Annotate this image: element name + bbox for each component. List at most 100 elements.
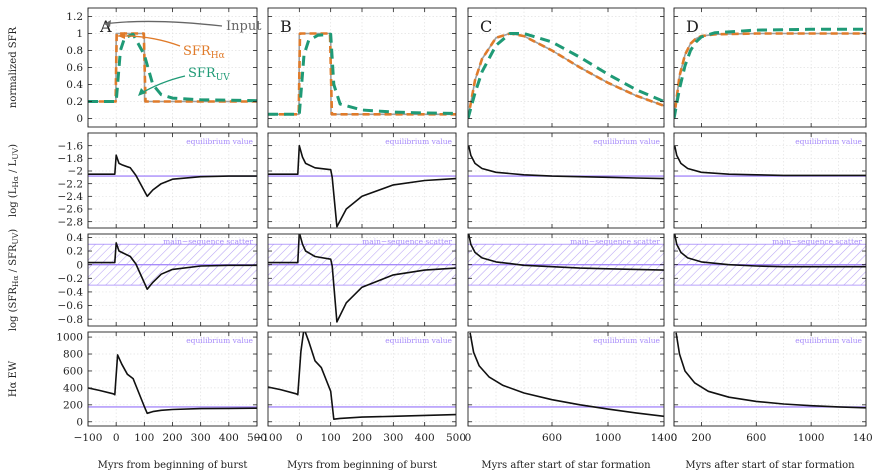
- series-ratio: [88, 154, 257, 198]
- series-sfr-ha: [674, 32, 866, 119]
- ylabel-part: ): [8, 229, 19, 233]
- plot-area: [88, 154, 257, 198]
- ytick-label: −2.6: [58, 204, 84, 216]
- series-ratio: [88, 242, 257, 290]
- xtick-label: 1400: [651, 432, 678, 444]
- series-sfr-ha: [468, 32, 664, 119]
- series-sfr-uv: [268, 32, 456, 116]
- equilibrium-label: equilibrium value: [186, 336, 253, 345]
- ytick-label: −0.6: [58, 300, 84, 312]
- equilibrium-label: equilibrium value: [385, 137, 452, 146]
- ytick-label: 0: [76, 259, 83, 271]
- ytick-label: −1.6: [58, 140, 84, 152]
- panel-B-row-2: equilibrium value: [267, 132, 457, 229]
- plot-area: [268, 332, 456, 420]
- xtick-label: 600: [746, 432, 766, 444]
- ytick-label: 600: [63, 366, 83, 378]
- equilibrium-label: equilibrium value: [186, 137, 253, 146]
- axes-frame: [673, 233, 867, 327]
- series-ew: [88, 354, 257, 415]
- legend-sfr-uv-subscript: UV: [216, 73, 231, 83]
- panel-A-row-1: 00.20.40.60.811.2 A: [66, 7, 258, 128]
- column-xlabel: Myrs after start of star formation: [685, 460, 855, 471]
- axes-frame: [673, 132, 867, 229]
- xtick-label: 400: [415, 432, 435, 444]
- xtick-label: 0: [671, 432, 678, 444]
- plot-area: [674, 27, 866, 119]
- ylabel-subscript: Hα: [11, 276, 20, 288]
- ms-scatter-label: main−sequence scatter: [570, 237, 660, 246]
- plot-area: [674, 145, 866, 177]
- legend-sfr-ha-arrow: [117, 35, 181, 47]
- ylabel-subscript: UV: [11, 147, 20, 159]
- xtick-label: 1000: [798, 432, 825, 444]
- plot-area: [468, 332, 664, 418]
- equilibrium-label: equilibrium value: [795, 336, 862, 345]
- panel-A-row-2: −2.8−2.6−2.4−2.2−2−1.8−1.6 equilibrium va…: [58, 132, 258, 229]
- row-ylabel: normalized SFR: [8, 26, 19, 108]
- ytick-label: 1.2: [66, 11, 83, 23]
- legend-sfr-ha-arrowhead: [118, 32, 125, 39]
- ytick-label: 1: [76, 28, 83, 40]
- ms-scatter-label: main−sequence scatter: [362, 237, 452, 246]
- xtick-label: 500: [446, 432, 466, 444]
- panel-B-row-3: main−sequence scatter: [267, 233, 457, 327]
- legend-sfr-ha-text: SFR: [183, 44, 212, 59]
- plot-area: [468, 234, 664, 286]
- legend-sfr-ha-label: SFRHα: [183, 44, 225, 61]
- ytick-label: 0: [76, 113, 83, 125]
- plot-area: [88, 354, 257, 415]
- xtick-label: −100: [254, 432, 283, 444]
- series-ratio: [674, 234, 866, 268]
- column-xlabel: Myrs from beginning of burst: [98, 460, 248, 471]
- xtick-label: 600: [542, 432, 562, 444]
- legend-sfr-uv-text: SFR: [188, 66, 217, 81]
- xtick-label: 500: [247, 432, 267, 444]
- series-sfr-ha: [268, 32, 456, 116]
- panel-letter: D: [686, 17, 699, 36]
- series-sfr-uv: [468, 32, 664, 119]
- xtick-label: 300: [191, 432, 211, 444]
- legend-sfr-uv-arrowhead: [138, 88, 146, 96]
- plot-area: [468, 145, 664, 180]
- legend-sfr-ha-subscript: Hα: [211, 51, 225, 61]
- panel-B-row-4: −100 0 100 200 300 400 500 equilibrium value: [254, 331, 466, 444]
- row-ylabel: log (SFRHα / SFRUV): [8, 229, 20, 331]
- series-ratio: [674, 145, 866, 177]
- series-ew: [675, 332, 866, 409]
- ytick-label: 0.2: [66, 96, 83, 108]
- ytick-label: 800: [63, 349, 83, 361]
- ylabel-part: / SFR: [8, 244, 19, 276]
- ytick-label: −2.2: [58, 178, 84, 190]
- xtick-label: 100: [321, 432, 341, 444]
- ms-scatter-label: main−sequence scatter: [772, 237, 862, 246]
- equilibrium-label: equilibrium value: [593, 137, 660, 146]
- ytick-label: 0.4: [66, 79, 83, 91]
- ytick-label: −2.4: [58, 191, 84, 203]
- xtick-label: 0: [296, 432, 303, 444]
- ms-scatter-label: main−sequence scatter: [163, 237, 253, 246]
- legend-input-arrowhead: [104, 20, 111, 27]
- legend-input-arrow: [103, 20, 223, 27]
- plot-grid: 00.20.40.60.811.2 A B C D−2.8−2.6−2.4−2.2−2−…: [8, 7, 872, 471]
- column-xlabel: Myrs after start of star formation: [481, 460, 651, 471]
- ytick-label: −1.8: [58, 153, 84, 165]
- row-ylabel: Hα EW: [8, 360, 19, 397]
- ytick-label: 1000: [56, 332, 83, 344]
- plot-area: [674, 234, 866, 286]
- equilibrium-label: equilibrium value: [593, 336, 660, 345]
- series-ew: [268, 332, 456, 420]
- xtick-label: 1000: [595, 432, 622, 444]
- xtick-label: 300: [383, 432, 403, 444]
- panel-D-row-1: D: [673, 7, 867, 128]
- panel-letter: B: [280, 17, 292, 36]
- equilibrium-label: equilibrium value: [795, 137, 862, 146]
- equilibrium-label: equilibrium value: [385, 336, 452, 345]
- xtick-label: 0: [465, 432, 472, 444]
- ytick-label: 0.8: [66, 45, 83, 57]
- ytick-label: −0.2: [58, 273, 84, 285]
- xtick-label: 200: [352, 432, 372, 444]
- series-input: [674, 32, 866, 119]
- xtick-label: 200: [162, 432, 182, 444]
